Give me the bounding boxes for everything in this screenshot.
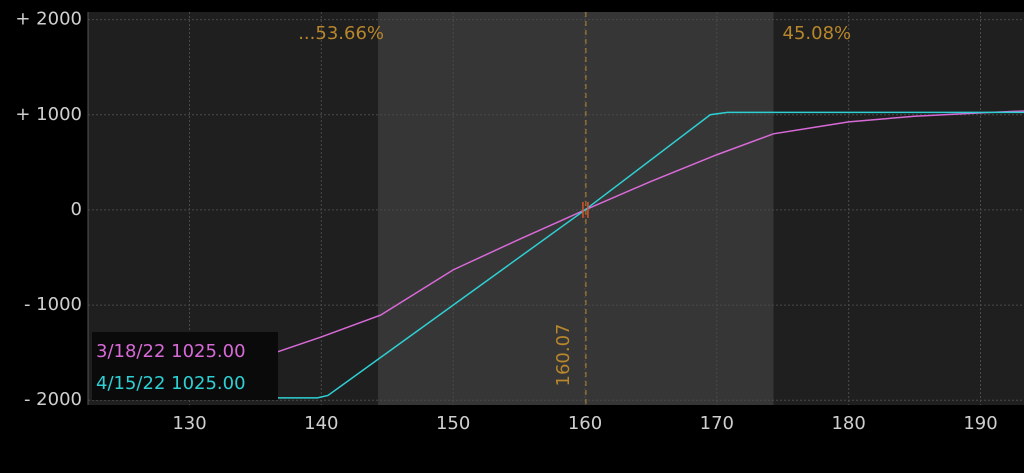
x-tick-label: 190 [963,413,997,434]
legend-box [92,332,278,400]
y-tick-label: - 1000 [24,294,82,315]
x-tick-label: 130 [172,413,206,434]
x-tick-label: 150 [436,413,470,434]
probability-range [378,12,774,405]
x-tick-label: 180 [831,413,865,434]
price-marker-label: 160.07 [553,324,574,387]
y-tick-label: + 2000 [15,9,82,30]
x-tick-label: 170 [700,413,734,434]
y-tick-label: - 2000 [24,389,82,410]
legend-entry: 3/18/22 1025.00 [96,341,246,362]
x-tick-label: 140 [304,413,338,434]
payoff-line [276,110,1024,353]
range-label: 45.08% [783,23,852,44]
range-label: ...53.66% [298,23,384,44]
x-tick-label: 160 [568,413,602,434]
y-tick-label: 0 [71,199,82,220]
y-tick-label: + 1000 [15,104,82,125]
payoff-line [277,111,1024,399]
legend-entry: 4/15/22 1025.00 [96,373,246,394]
